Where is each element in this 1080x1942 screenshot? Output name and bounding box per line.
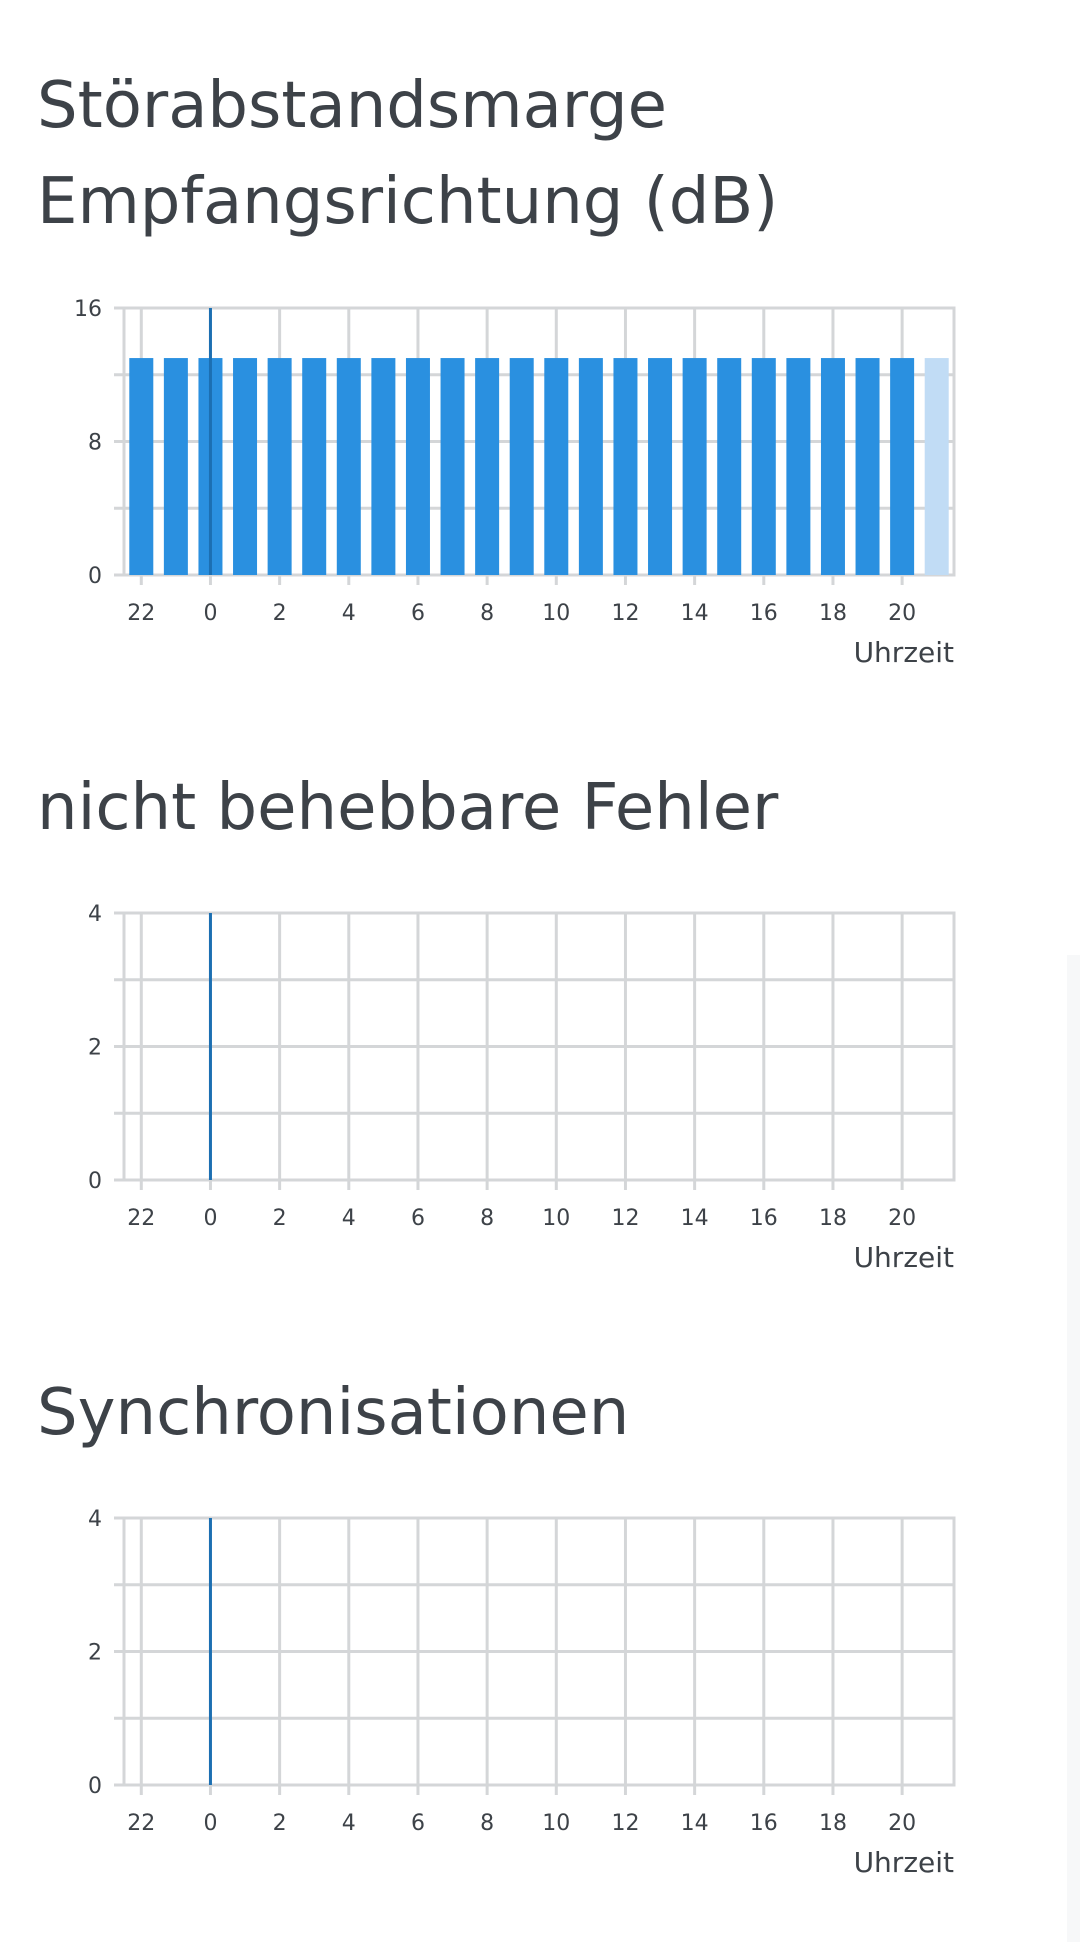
chart-title-line-1: Störabstandsmarge: [37, 69, 667, 143]
x-tick-label: 2: [273, 1811, 287, 1836]
y-tick-label: 8: [88, 431, 102, 456]
x-tick-label: 22: [127, 1811, 155, 1836]
x-tick-label: 22: [127, 601, 155, 626]
bar[interactable]: 23: 13: [163, 358, 188, 575]
x-tick-label: 6: [411, 1206, 425, 1231]
chart-title: nicht behebbare Fehler: [37, 771, 779, 845]
bar[interactable]: 18: 13: [820, 358, 845, 575]
x-axis-title: Uhrzeit: [854, 1846, 954, 1879]
chart-title-line-2: Empfangsrichtung (dB): [37, 165, 779, 239]
plot-frame: [122, 911, 956, 1182]
x-tick-label: 18: [819, 601, 847, 626]
x-tick-label: 16: [750, 1206, 778, 1231]
bar[interactable]: 11: 13: [578, 358, 603, 575]
x-tick-label: 8: [480, 1206, 494, 1231]
x-tick-label: 16: [750, 601, 778, 626]
y-tick-label: 4: [88, 902, 102, 927]
x-tick-label: 12: [611, 1811, 639, 1836]
sync-chart: 0 2 4 22 0 2 4 6 8 10 12 14 16 18 20 Uhrzeit: [88, 1507, 956, 1879]
x-tick-label: 8: [480, 1811, 494, 1836]
x-axis-title: Uhrzeit: [854, 636, 954, 669]
bar[interactable]: 20: 13: [890, 358, 915, 575]
bar[interactable]: 10: 13: [544, 358, 569, 575]
x-tick-label: 4: [342, 601, 356, 626]
x-tick-label: 6: [411, 1811, 425, 1836]
bar[interactable]: 15: 13: [717, 358, 742, 575]
plot-frame: [122, 1516, 956, 1787]
bar[interactable]: 12: 13: [613, 358, 638, 575]
bar[interactable]: 9: 13: [509, 358, 534, 575]
bar[interactable]: 13: 13: [648, 358, 673, 575]
errors-chart: 0 2 4 22 0 2 4 6 8 10 12 14 16 18 20 Uhrzeit: [88, 902, 956, 1274]
y-tick-label: 0: [88, 1774, 102, 1799]
bar[interactable]: 6: 13: [405, 358, 430, 575]
x-tick-label: 0: [203, 601, 217, 626]
x-tick-label: 10: [542, 1206, 570, 1231]
x-tick-label: 4: [342, 1206, 356, 1231]
snr-chart: 22: 1323: 130: 131: 132: 133: 134: 135: …: [74, 297, 956, 669]
x-axis-title: Uhrzeit: [854, 1241, 954, 1274]
bar[interactable]: 8: 13: [475, 358, 500, 575]
x-tick-label: 22: [127, 1206, 155, 1231]
x-tick-label: 4: [342, 1811, 356, 1836]
bar[interactable]: 14: 13: [682, 358, 707, 575]
x-tick-label: 6: [411, 601, 425, 626]
x-tick-label: 2: [273, 601, 287, 626]
x-tick-label: 0: [203, 1206, 217, 1231]
bar[interactable]: 19: 13: [855, 358, 880, 575]
y-tick-label: 16: [74, 297, 102, 322]
x-tick-label: 10: [542, 1811, 570, 1836]
x-tick-label: 18: [819, 1811, 847, 1836]
x-tick-label: 10: [542, 601, 570, 626]
bar[interactable]: 22: 13: [129, 358, 154, 575]
x-tick-label: 12: [611, 1206, 639, 1231]
y-tick-label: 2: [88, 1641, 102, 1666]
bar[interactable]: 1: 13: [233, 358, 258, 575]
plot-frame: [122, 306, 956, 577]
y-tick-label: 0: [88, 1169, 102, 1194]
x-tick-label: 18: [819, 1206, 847, 1231]
bar[interactable]: 7: 13: [440, 358, 465, 575]
x-tick-label: 20: [888, 1811, 916, 1836]
x-tick-label: 14: [681, 1206, 709, 1231]
bar-current-hour[interactable]: 21: 13: [924, 358, 949, 575]
bar[interactable]: 4: 13: [336, 358, 361, 575]
x-tick-label: 14: [681, 601, 709, 626]
x-tick-label: 8: [480, 601, 494, 626]
x-tick-label: 12: [611, 601, 639, 626]
x-tick-label: 16: [750, 1811, 778, 1836]
x-tick-label: 2: [273, 1206, 287, 1231]
y-tick-label: 2: [88, 1036, 102, 1061]
bar[interactable]: 5: 13: [371, 358, 396, 575]
x-tick-label: 20: [888, 1206, 916, 1231]
y-tick-label: 4: [88, 1507, 102, 1532]
bar[interactable]: 3: 13: [302, 358, 327, 575]
bar[interactable]: 2: 13: [267, 358, 292, 575]
y-tick-label: 0: [88, 564, 102, 589]
chart-title: Synchronisationen: [37, 1376, 630, 1450]
side-panel-edge: [1067, 955, 1080, 1942]
x-tick-label: 20: [888, 601, 916, 626]
x-tick-label: 0: [203, 1811, 217, 1836]
bar[interactable]: 16: 13: [751, 358, 776, 575]
x-tick-label: 14: [681, 1811, 709, 1836]
bar[interactable]: 17: 13: [786, 358, 811, 575]
